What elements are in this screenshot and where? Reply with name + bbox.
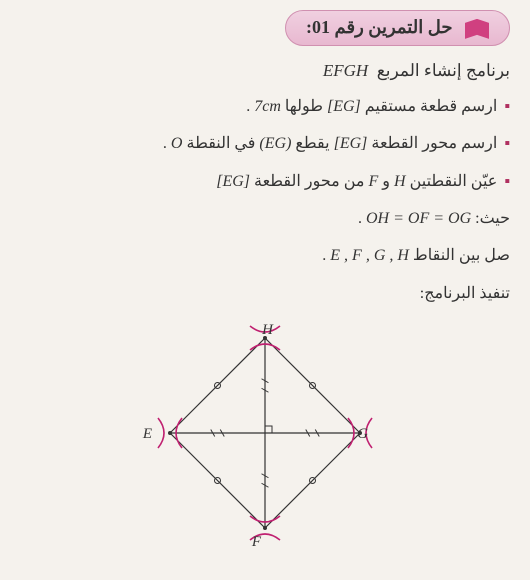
geometry-diagram: H G F E [20,313,510,558]
svg-text:F: F [251,534,262,550]
step-3: ▪ عيّن النقطتين H و F من محور القطعة [EG… [20,171,510,193]
execution-label: تنفيذ البرنامج: [20,283,510,303]
exercise-title: حل التمرين رقم 01: [306,17,453,37]
book-icon [465,19,489,39]
bullet-icon: ▪ [504,135,510,152]
exercise-header: حل التمرين رقم 01: [285,10,510,46]
svg-text:H: H [261,322,274,338]
bullet-icon: ▪ [504,98,510,115]
svg-text:E: E [142,426,152,442]
intro-line: برنامج إنشاء المربع EFGH [20,61,510,81]
step-2: ▪ ارسم محور القطعة [EG] يقطع (EG) في الن… [20,133,510,155]
square-diagram-svg: H G F E [130,313,400,558]
step-5: صل بين النقاط E , F , G , H . [20,245,510,267]
svg-text:G: G [357,426,368,442]
step-1: ▪ ارسم قطعة مستقيم [EG] طولها 7cm . [20,96,510,118]
step-4: حيث: OH = OF = OG . [20,208,510,230]
bullet-icon: ▪ [504,173,510,190]
